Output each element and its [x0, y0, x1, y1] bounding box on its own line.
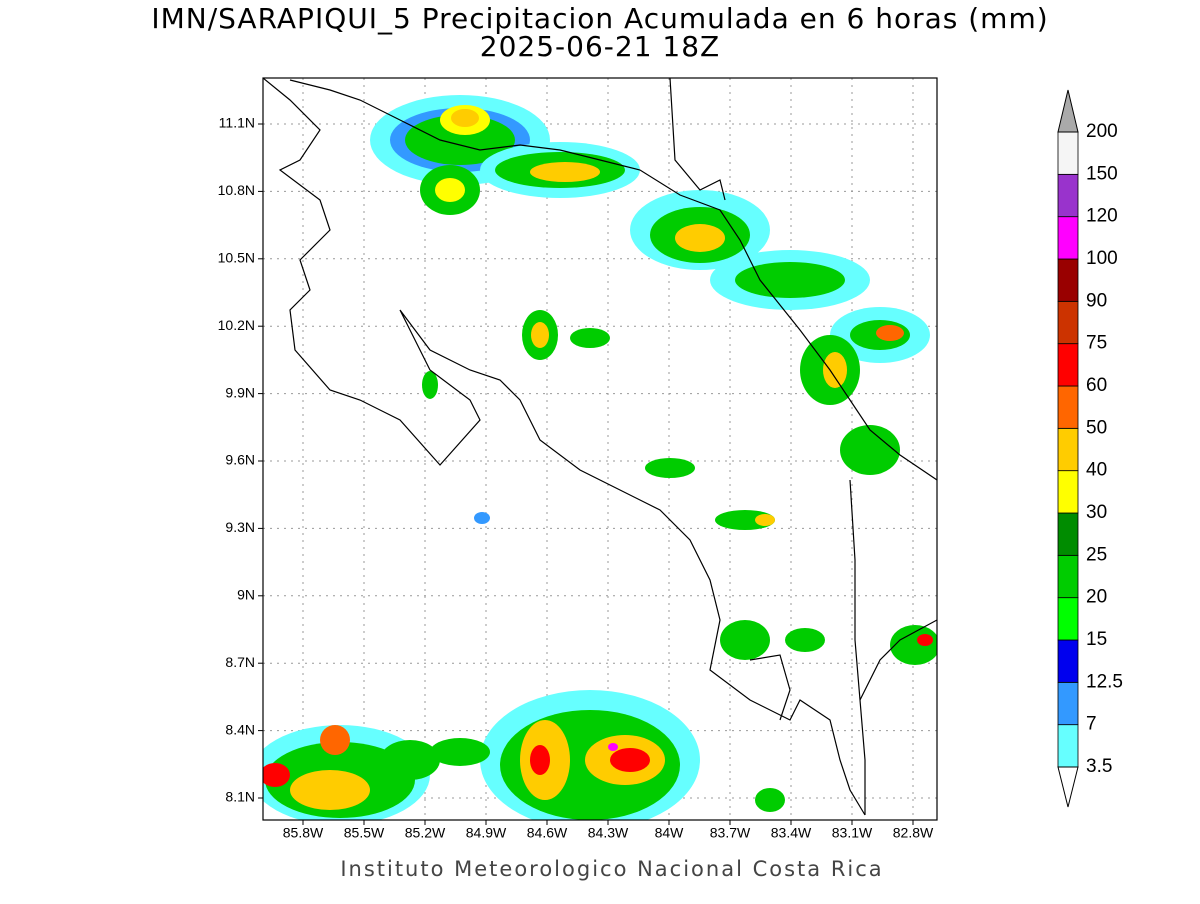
colorbar-label: 100	[1086, 248, 1118, 269]
lon-label: 83.7W	[710, 825, 751, 841]
lon-label: 84.9W	[466, 825, 507, 841]
colorbar-box	[1057, 597, 1079, 641]
precip-scattered	[422, 371, 937, 665]
colorbar-box	[1057, 300, 1079, 345]
precip-south	[263, 690, 785, 820]
lat-label: 9N	[237, 587, 255, 603]
colorbar-box	[1057, 131, 1079, 175]
colorbar-over	[1057, 89, 1079, 133]
lat-label: 9.6N	[225, 452, 255, 468]
colorbar-label: 3.5	[1086, 756, 1112, 777]
lon-label: 83.4W	[771, 825, 812, 841]
colorbar-box	[1057, 173, 1079, 218]
colorbar-label: 15	[1086, 629, 1107, 650]
colorbar: 3.5 7 12.5 15 20 25 30 40 50 60 75 90 100 120 150 200	[1057, 89, 1123, 808]
lat-label: 10.2N	[218, 317, 255, 333]
lon-label: 83.1W	[832, 825, 873, 841]
colorbar-box	[1057, 216, 1079, 260]
colorbar-box	[1057, 343, 1079, 387]
colorbar-under	[1057, 766, 1079, 808]
lat-label: 10.5N	[218, 250, 255, 266]
colorbar-label: 30	[1086, 502, 1107, 523]
title: IMN/SARAPIQUI_5 Precipitacion Acumulada …	[151, 2, 1048, 35]
colorbar-box	[1057, 385, 1079, 429]
colorbar-box	[1057, 512, 1079, 556]
lon-label: 82.8W	[893, 825, 934, 841]
colorbar-label: 25	[1086, 544, 1107, 565]
colorbar-box	[1057, 258, 1079, 302]
lon-label: 84W	[655, 825, 685, 841]
colorbar-label: 120	[1086, 206, 1118, 227]
colorbar-label: 12.5	[1086, 671, 1123, 692]
colorbar-box	[1057, 681, 1079, 726]
colorbar-label: 150	[1086, 163, 1118, 184]
lat-label: 9.3N	[225, 519, 255, 535]
colorbar-label: 40	[1086, 460, 1107, 481]
footer-credit: Instituto Meteorologico Nacional Costa R…	[340, 857, 883, 881]
lat-label: 8.7N	[225, 654, 255, 670]
colorbar-box	[1057, 470, 1079, 514]
colorbar-label: 200	[1086, 121, 1118, 142]
lat-label: 8.1N	[225, 789, 255, 805]
precip-north	[370, 95, 930, 475]
lat-label: 9.9N	[225, 384, 255, 400]
colorbar-label: 60	[1086, 375, 1107, 396]
colorbar-label: 90	[1086, 290, 1107, 311]
lat-label: 11.1N	[219, 115, 255, 131]
lon-label: 84.3W	[588, 825, 629, 841]
colorbar-box	[1057, 427, 1079, 472]
lon-label: 84.6W	[527, 825, 568, 841]
subtitle: 2025-06-21 18Z	[480, 30, 720, 63]
lat-label: 8.4N	[225, 721, 255, 737]
colorbar-label: 75	[1086, 333, 1107, 354]
lon-label: 85.8W	[283, 825, 324, 841]
precip-field	[263, 78, 937, 820]
lon-label: 85.2W	[405, 825, 446, 841]
lat-label: 10.8N	[218, 182, 255, 198]
colorbar-box	[1057, 724, 1079, 768]
colorbar-box	[1057, 639, 1079, 683]
colorbar-label: 50	[1086, 417, 1107, 438]
lon-label: 85.5W	[344, 825, 385, 841]
map-frame	[262, 77, 938, 821]
coastline	[263, 78, 937, 816]
colorbar-label: 20	[1086, 587, 1107, 608]
colorbar-box	[1057, 554, 1079, 599]
colorbar-label: 7	[1086, 714, 1097, 735]
